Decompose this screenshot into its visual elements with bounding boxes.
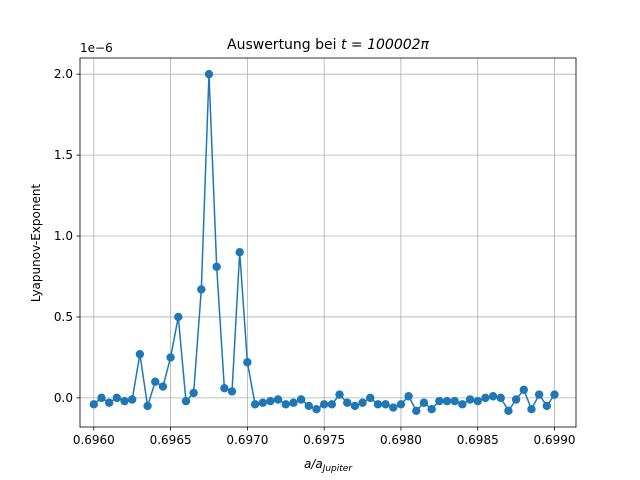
data-point [488, 392, 498, 401]
x-tick-label: 0.6990 [534, 433, 576, 447]
data-point [319, 400, 329, 409]
plot-area [80, 58, 576, 427]
data-point [419, 398, 429, 407]
x-tick-label: 0.6965 [150, 433, 192, 447]
data-point [366, 393, 375, 403]
data-point [189, 388, 198, 398]
data-point [174, 312, 183, 322]
data-point [427, 405, 436, 414]
data-point [250, 400, 260, 409]
x-tick-label: 0.6985 [457, 433, 499, 447]
data-point [273, 395, 283, 404]
y-tick-label: 1.5 [54, 148, 73, 162]
data-point [227, 387, 237, 396]
data-point [212, 262, 221, 271]
data-point [481, 393, 490, 403]
data-point [435, 396, 444, 406]
y-tick-label: 1.0 [54, 229, 73, 243]
data-point [404, 392, 413, 401]
data-point [235, 248, 244, 257]
data-point [89, 400, 99, 409]
x-axis-label: a/aJupiter [304, 457, 353, 474]
data-point [296, 395, 306, 404]
axes-frame [79, 57, 577, 428]
data-series [89, 69, 559, 416]
y-axis-label: Lyapunov-Exponent [29, 184, 43, 303]
data-point [412, 406, 421, 416]
data-point [120, 396, 129, 406]
data-point [158, 382, 168, 391]
x-tick-label: 0.6970 [226, 433, 268, 447]
x-axis-ticks: 0.6960 0.6965 0.6970 0.6975 0.6980 0.6985 0.69… [73, 427, 576, 447]
data-point [181, 396, 191, 406]
data-point [458, 400, 467, 409]
grid-lines [80, 58, 576, 427]
data-point [358, 398, 367, 407]
y-tick-label: 0.5 [54, 310, 73, 324]
y-tick-label: 2.0 [54, 67, 73, 81]
x-tick-label: 0.6980 [380, 433, 422, 447]
data-point [396, 400, 406, 409]
data-point [104, 398, 114, 407]
data-point [197, 285, 206, 294]
data-point [312, 405, 321, 414]
data-point [304, 401, 313, 411]
data-point [281, 400, 290, 409]
data-point [335, 390, 344, 399]
data-point [534, 390, 544, 399]
data-point [373, 400, 383, 409]
data-point [511, 395, 521, 404]
data-point [327, 400, 337, 409]
data-point [97, 393, 106, 403]
data-point [542, 401, 552, 411]
data-point [381, 400, 390, 409]
data-point [496, 393, 505, 403]
data-point [258, 398, 267, 407]
data-point [527, 405, 536, 414]
x-tick-label: 0.6960 [73, 433, 115, 447]
data-point [204, 69, 214, 79]
x-tick-label: 0.6975 [303, 433, 345, 447]
y-tick-label: 0.0 [54, 391, 73, 405]
y-offset-label: 1e−6 [80, 41, 113, 55]
data-point [112, 393, 122, 403]
data-point [442, 396, 452, 406]
data-point [550, 390, 559, 399]
data-point [389, 403, 398, 412]
data-point [220, 383, 229, 393]
data-point [450, 396, 459, 406]
data-point [128, 395, 137, 404]
data-point [350, 401, 360, 411]
data-point [143, 401, 152, 411]
data-point [166, 353, 175, 362]
y-axis-ticks: 0.0 0.5 1.0 1.5 2.0 [54, 67, 80, 405]
data-point [473, 396, 482, 406]
data-point [266, 396, 275, 406]
chart-title: Auswertung bei t = 100002π [227, 37, 430, 53]
data-point [151, 377, 160, 386]
data-point [504, 406, 513, 416]
data-point [465, 395, 475, 404]
data-point [343, 398, 352, 407]
data-point [243, 358, 252, 367]
data-point [289, 398, 298, 407]
data-point [135, 349, 145, 359]
data-point [519, 385, 528, 394]
